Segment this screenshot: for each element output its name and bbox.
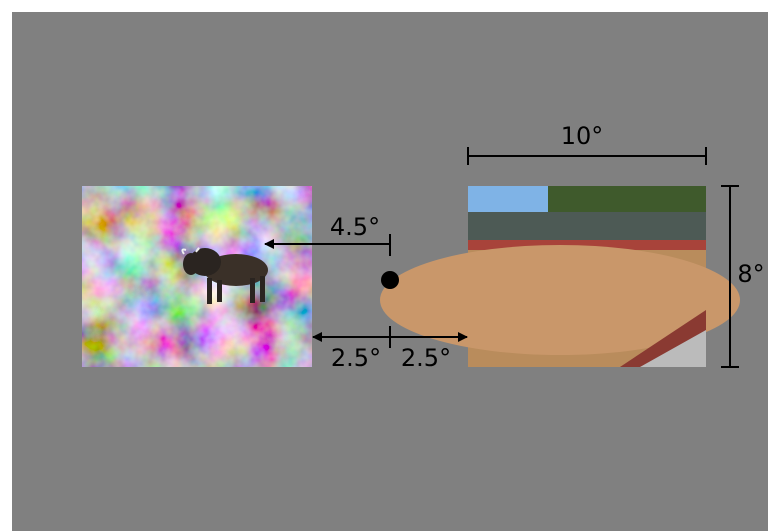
width-label: 10°	[561, 122, 604, 150]
arena-image	[380, 186, 740, 367]
fixation-dot	[381, 271, 399, 289]
gap-label: 2.5°	[401, 344, 451, 372]
eccentricity-label: 4.5°	[330, 213, 380, 241]
bull	[181, 247, 268, 304]
height-label: 8°	[737, 260, 764, 288]
noise-image	[82, 186, 312, 367]
gap-label: 2.5°	[331, 344, 381, 372]
